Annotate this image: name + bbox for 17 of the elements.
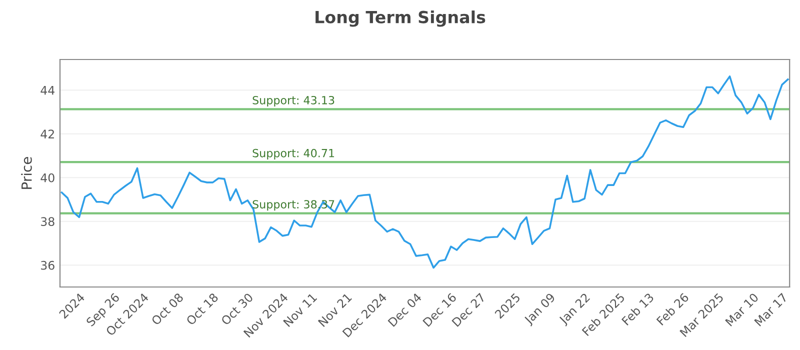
y-tick-label: 38: [41, 217, 54, 226]
chart-title: Long Term Signals: [316, 10, 486, 27]
x-tick-label: Oct 08: [150, 292, 184, 326]
y-tick-label: 44: [40, 86, 54, 95]
ref-line-label: Support: 43.13: [252, 96, 334, 107]
x-tick-label: Dec 04: [388, 292, 422, 327]
x-tick-label: Oct 30: [220, 292, 254, 326]
ref-line-label: Support: 40.71: [252, 148, 334, 160]
y-tick-label: 40: [40, 173, 54, 182]
y-tick-label: 42: [40, 130, 54, 138]
x-tick-label: Oct 18: [186, 292, 219, 326]
y-tick-label: 36: [41, 260, 54, 270]
y-axis-title: Price: [21, 157, 32, 189]
x-tick-label: Nov 21: [318, 292, 352, 328]
line-series: [60, 75, 789, 269]
x-tick-label: Feb 26: [656, 292, 690, 326]
x-tick-label: Jan 09: [523, 292, 558, 326]
